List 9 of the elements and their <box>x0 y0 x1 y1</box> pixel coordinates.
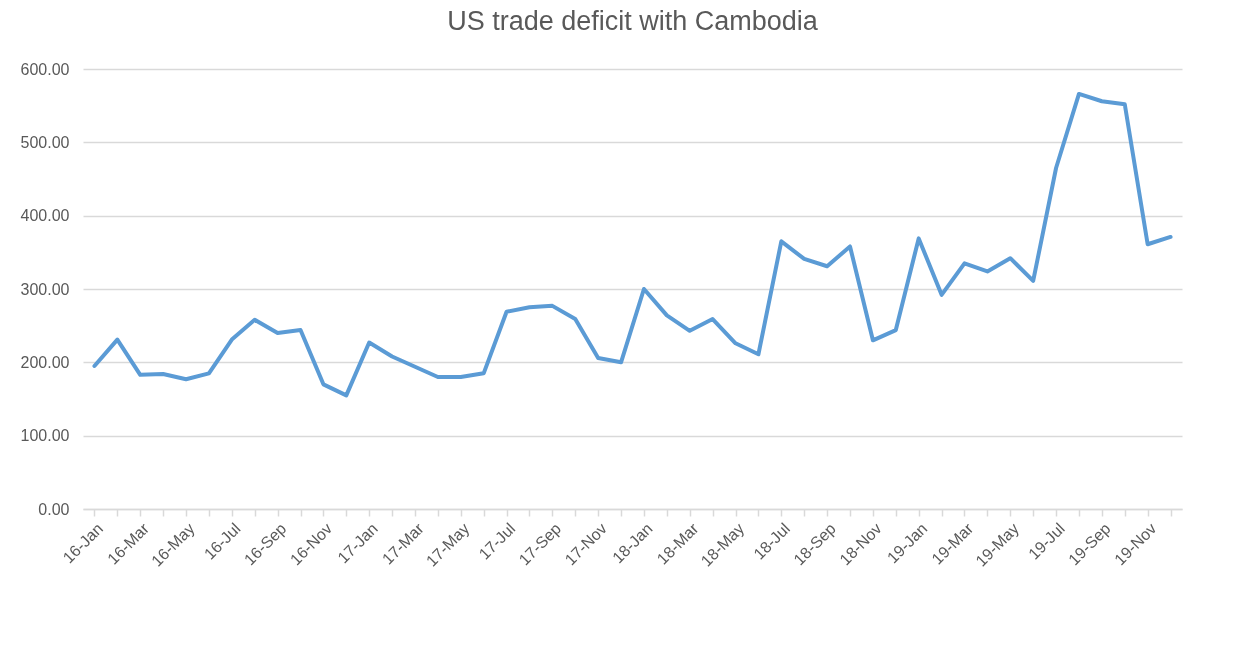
y-tick-label: 500.00 <box>20 133 70 151</box>
y-tick-label: 0.00 <box>38 500 70 518</box>
y-tick-label: 200.00 <box>20 353 70 371</box>
y-tick-label: 600.00 <box>20 60 70 78</box>
line-series <box>92 91 1173 398</box>
y-tick-label: 400.00 <box>20 207 70 225</box>
chart-title: US trade deficit with Cambodia <box>447 6 819 36</box>
y-tick-label: 100.00 <box>20 427 70 445</box>
y-tick-label: 300.00 <box>20 280 70 298</box>
